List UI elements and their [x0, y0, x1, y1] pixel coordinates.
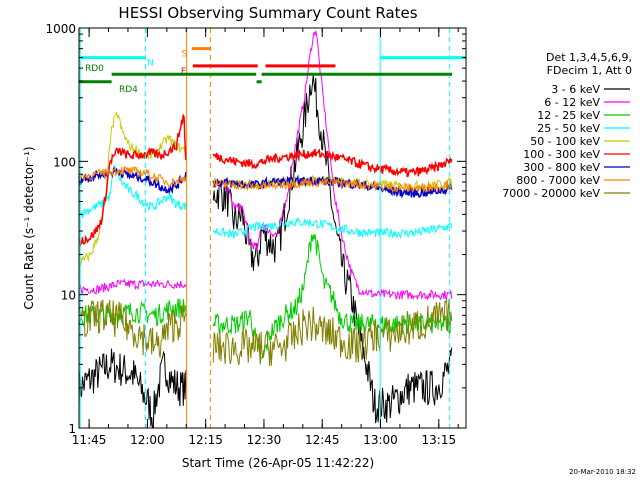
legend-entry-label: 3 - 6 keV	[551, 83, 600, 96]
x-tick-label: 12:00	[130, 433, 165, 447]
x-axis-label: Start Time (26-Apr-05 11:42:22)	[182, 456, 374, 470]
chart-title: HESSI Observing Summary Count Rates	[118, 4, 417, 22]
legend-entry-label: 100 - 300 keV	[523, 148, 600, 161]
axes-group: 11:45 12:00 12:15 12:30 12:45 13:00 13:15 1 10 10…	[45, 22, 466, 447]
x-tick-label: 13:00	[363, 433, 398, 447]
series-line	[78, 165, 452, 194]
legend-entry-label: 7000 - 20000 keV	[502, 187, 600, 200]
annotation-group: S N F RD0 RD4	[79, 28, 466, 428]
legend-entry-label: 50 - 100 keV	[530, 135, 600, 148]
legend-entry-label: 6 - 12 keV	[544, 96, 600, 109]
flag-label: S	[182, 50, 188, 60]
x-tick-label: 12:15	[188, 433, 223, 447]
x-tick-label: 12:45	[305, 433, 340, 447]
flag-label: RD0	[85, 64, 104, 74]
series-line	[78, 164, 453, 240]
y-axis-label: Count Rate (s⁻¹ detector⁻¹)	[22, 146, 36, 309]
series-line	[78, 114, 453, 248]
x-tick-label: 11:45	[72, 433, 107, 447]
y-tick-label: 1	[68, 422, 76, 436]
y-tick-label: 1000	[45, 22, 76, 36]
legend-header: FDecim 1, Att 0	[547, 64, 632, 77]
y-tick-label: 10	[61, 289, 76, 303]
legend-entry-label: 300 - 800 keV	[523, 161, 600, 174]
legend-header: Det 1,3,4,5,6,9,	[546, 51, 632, 64]
legend-entry-label: 25 - 50 keV	[537, 122, 600, 135]
flag-label: F	[181, 67, 186, 77]
legend-entry-label: 800 - 7000 keV	[516, 174, 600, 187]
footer-timestamp: 20-Mar-2010 18:32	[569, 468, 636, 476]
flag-label: N	[147, 59, 154, 69]
flag-label: RD4	[119, 85, 138, 95]
x-tick-label: 13:15	[422, 433, 457, 447]
plot-frame	[78, 27, 467, 429]
series-group	[78, 30, 453, 429]
series-line	[78, 298, 453, 367]
legend: Det 1,3,4,5,6,9,FDecim 1, Att 0 3 - 6 keV…	[502, 51, 632, 200]
legend-entry-label: 12 - 25 keV	[537, 109, 600, 122]
x-tick-label: 12:30	[247, 433, 282, 447]
series-line	[78, 30, 453, 301]
y-tick-label: 100	[53, 155, 76, 169]
series-line	[78, 75, 453, 429]
